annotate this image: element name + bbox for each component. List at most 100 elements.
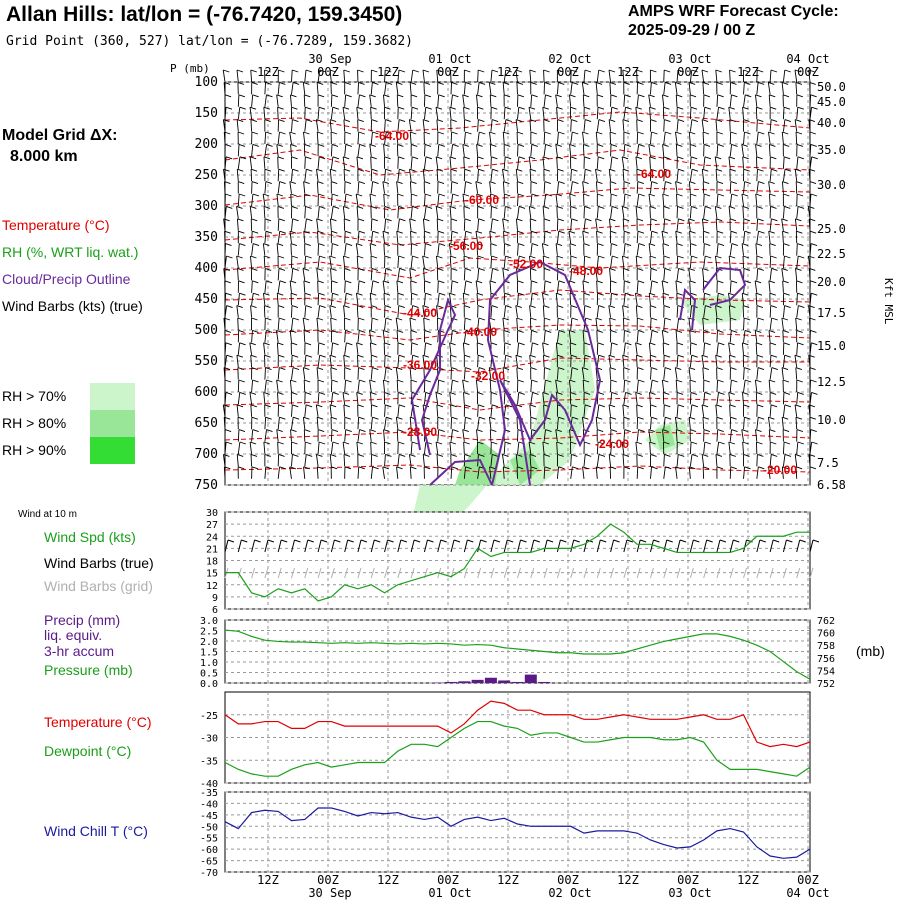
wind-barb-flag <box>545 94 552 98</box>
wind-barb <box>781 317 789 331</box>
wind-barb-flag <box>251 131 259 135</box>
wind-barb-flag <box>531 143 538 147</box>
wind-barb-flag <box>702 81 710 85</box>
wind-barb-staff <box>251 429 254 442</box>
wind-barb <box>463 317 472 331</box>
wind-barb-staff <box>477 69 479 83</box>
wind-barb-staff <box>595 317 598 331</box>
wind-barb <box>809 106 818 120</box>
wind-barb-staff <box>636 131 639 145</box>
wind-barb <box>675 379 683 393</box>
wind-barb-flag <box>676 193 683 197</box>
wind-barb-flag <box>729 404 736 408</box>
wind-barb <box>808 404 815 417</box>
wind-barb <box>462 292 470 306</box>
wind-barb <box>423 329 431 343</box>
wind-barb-staff <box>768 231 771 244</box>
wind-barb <box>276 342 284 355</box>
wind-barb-flag <box>650 267 658 271</box>
wind-barb-staff <box>490 404 493 417</box>
wind-barb-staff <box>277 417 280 430</box>
wind-barb <box>729 181 737 194</box>
wind-barb-flag <box>545 379 552 383</box>
wind-barb <box>490 243 497 256</box>
wind-barb-flag <box>584 119 592 123</box>
wind-barb-flag <box>425 205 433 209</box>
wind-barb-staff <box>277 317 280 331</box>
wind-barb-staff <box>794 355 798 368</box>
wind-barb-flag <box>316 168 323 172</box>
wind-barb-staff <box>410 255 413 269</box>
wind-barb <box>782 354 791 368</box>
wind-barb-flag <box>758 131 765 135</box>
wind-barb <box>716 81 723 95</box>
wind10m-grid-barb-staff <box>251 567 256 579</box>
wind-barb <box>570 168 578 182</box>
wind10m-barb-flag <box>533 539 540 543</box>
wind-barb <box>369 342 377 355</box>
wind-barb <box>702 317 709 331</box>
wind-barb-staff <box>449 255 452 269</box>
wind-barb-staff <box>317 156 320 169</box>
wind-barb-flag <box>743 218 750 222</box>
wind-barb-staff <box>396 181 399 194</box>
wind-barb-staff <box>410 231 412 244</box>
wind-barb <box>623 292 632 306</box>
wind-barb-flag <box>584 156 591 160</box>
wind-barb-flag <box>490 391 498 395</box>
wind-barb-staff <box>251 193 254 207</box>
wind-barb-flag <box>664 267 671 271</box>
wind-barb-staff <box>743 367 745 380</box>
wind-barb <box>410 329 417 343</box>
wind-barb <box>716 94 724 107</box>
wind-barb-flag <box>556 156 563 160</box>
wind-barb <box>344 280 352 293</box>
wind-barb-flag <box>463 156 470 160</box>
wind-barb-staff <box>650 417 652 430</box>
wind-barb-flag <box>412 305 419 309</box>
wind-barb <box>583 404 592 417</box>
wind-barb <box>781 367 789 380</box>
wind-barb-flag <box>409 267 416 271</box>
wind10m-barb-staff <box>782 539 787 553</box>
wind-barb-staff <box>423 293 426 306</box>
wind-barb <box>370 218 378 231</box>
wind-barb <box>582 230 589 244</box>
wind-barb <box>264 131 272 145</box>
wind-barb-flag <box>383 429 390 433</box>
wind-barb-flag <box>756 305 764 309</box>
wind-barb <box>555 193 563 207</box>
wind-barb-staff <box>517 193 519 207</box>
wind-barb-staff <box>556 231 560 244</box>
wind-barb-staff <box>223 181 226 194</box>
wind-barb-flag <box>728 342 735 346</box>
wind10m-barb <box>330 539 341 553</box>
wind-barb <box>304 453 313 467</box>
wind-barb-staff <box>808 454 811 467</box>
wind-barb-flag <box>477 342 484 346</box>
wind-barb <box>796 391 804 405</box>
wind-barb-flag <box>808 453 816 457</box>
wind-barb-staff <box>635 156 638 169</box>
wind-barb <box>768 429 776 442</box>
wind-barb-flag <box>263 441 271 445</box>
wind-barb-flag <box>783 143 790 147</box>
wind-barb-staff <box>517 441 520 455</box>
wind-barb-staff <box>688 82 691 95</box>
wind-barb <box>422 354 430 368</box>
wind-barb-staff <box>809 342 812 355</box>
wind-barb-flag <box>584 305 591 309</box>
wind-barb <box>317 429 325 442</box>
wind-barb-staff <box>716 330 718 343</box>
wind-barb-flag <box>223 81 231 85</box>
wind-barb <box>502 168 509 182</box>
wind-barb-flag <box>396 466 403 470</box>
wind10m-grid-barb <box>729 567 734 579</box>
wind-barb <box>251 230 259 244</box>
wind-barb-staff <box>450 82 452 95</box>
wind-panel-ytick: 24 <box>206 532 218 543</box>
wind-barb <box>423 317 430 331</box>
bottom-hour-label: 12Z <box>377 873 399 887</box>
wind10m-barb <box>517 539 527 553</box>
wind-barb-staff <box>663 82 666 95</box>
